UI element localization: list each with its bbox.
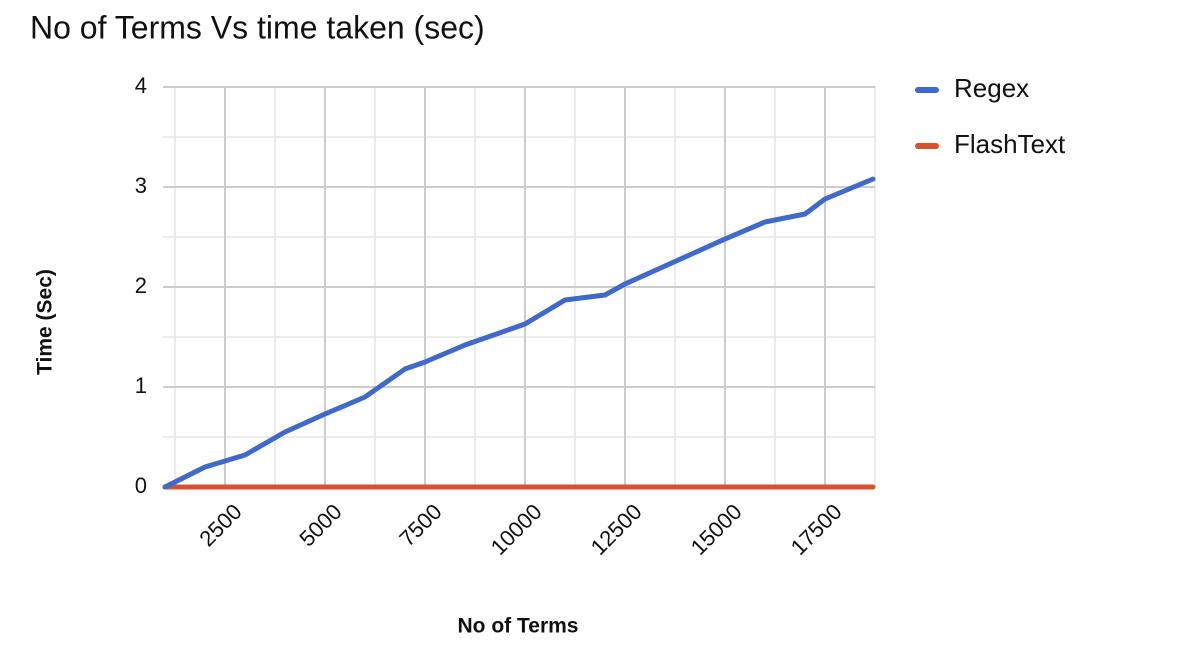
x-tick-label: 17500 [786, 499, 847, 560]
x-tick-label: 2500 [194, 499, 246, 551]
x-tick-label: 10000 [486, 499, 547, 560]
y-tick-label: 4 [135, 73, 147, 98]
y-axis-title: Time (Sec) [34, 269, 57, 375]
series-line [162, 176, 876, 490]
y-tick-label: 0 [135, 473, 147, 498]
chart-title: No of Terms Vs time taken (sec) [30, 9, 485, 45]
x-tick-label: 5000 [294, 499, 346, 551]
x-axis-title: No of Terms [458, 615, 579, 638]
legend-label: FlashText [954, 129, 1066, 159]
x-tick-label: 12500 [586, 499, 647, 560]
y-tick-label: 3 [135, 173, 147, 198]
y-tick-label: 1 [135, 373, 147, 398]
y-tick-label: 2 [135, 273, 147, 298]
x-tick-label: 7500 [394, 499, 446, 551]
legend-label: Regex [954, 73, 1029, 103]
x-tick-label: 15000 [686, 499, 747, 560]
